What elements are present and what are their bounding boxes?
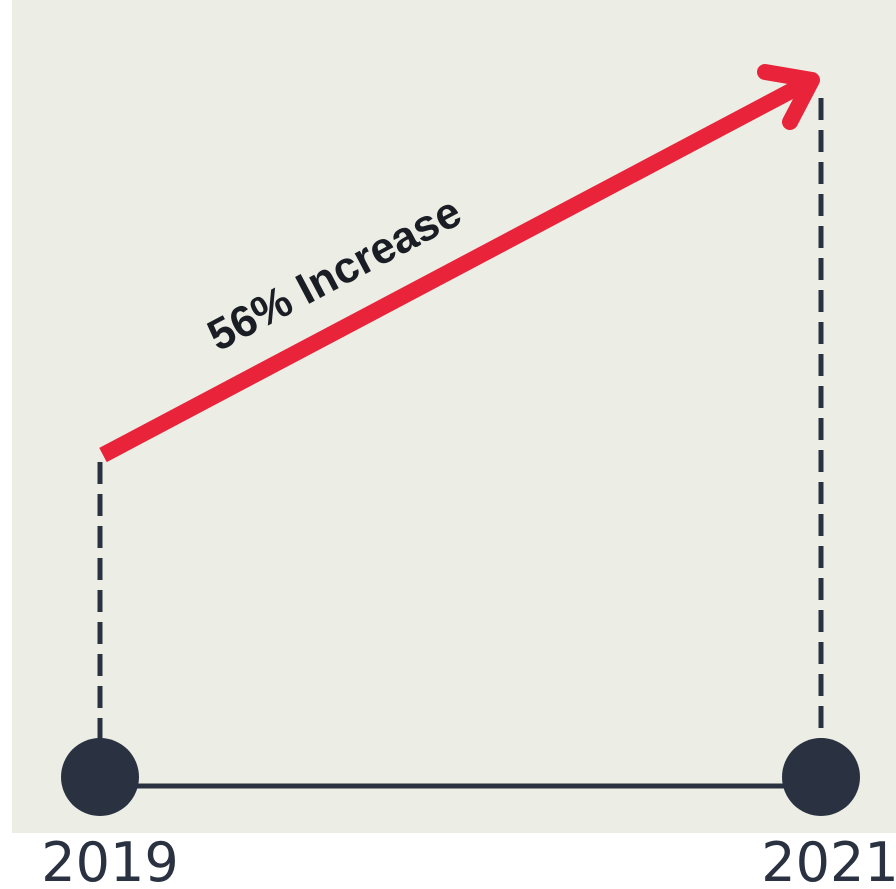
increase-arrow-shaft	[99, 74, 812, 463]
increase-arrow-head	[757, 64, 820, 130]
category-label-2021: 2021	[761, 831, 896, 889]
category-label-2019: 2019	[41, 831, 178, 889]
point-2019	[61, 738, 139, 816]
chart-background	[12, 0, 896, 833]
point-2021	[782, 738, 860, 816]
